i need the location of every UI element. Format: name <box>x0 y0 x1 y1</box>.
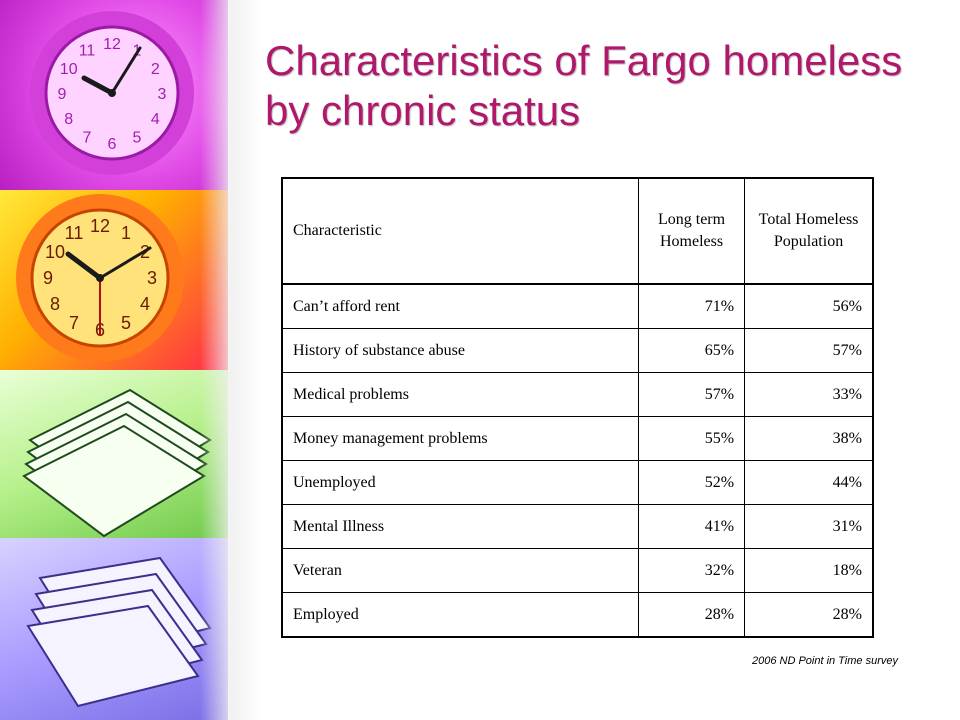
clock-numeral: 12 <box>103 36 121 53</box>
clock-numeral: 1 <box>121 223 131 243</box>
cell-total: 38% <box>744 416 874 461</box>
header-characteristic: Characteristic <box>281 177 639 285</box>
paper-stack-icon <box>26 556 212 708</box>
cell-characteristic: Veteran <box>281 548 639 593</box>
table-row: Can’t afford rent 71% 56% <box>281 283 874 329</box>
violet-papers-panel <box>0 538 228 720</box>
clock-numeral: 3 <box>158 86 167 103</box>
header-total: Total Homeless Population <box>744 177 874 285</box>
table-row: Veteran 32% 18% <box>281 548 874 593</box>
table-row: History of substance abuse 65% 57% <box>281 328 874 373</box>
clock-numeral: 4 <box>140 294 150 314</box>
cell-long-term: 28% <box>637 592 746 638</box>
cell-total: 28% <box>744 592 874 638</box>
clock-numeral: 7 <box>69 313 79 333</box>
cell-characteristic: Unemployed <box>281 460 639 505</box>
header-long-term: Long term Homeless <box>637 177 746 285</box>
cell-long-term: 32% <box>637 548 746 593</box>
cell-total: 18% <box>744 548 874 593</box>
cell-characteristic: Medical problems <box>281 372 639 417</box>
table-row: Employed 28% 28% <box>281 592 874 638</box>
table-header-row: Characteristic Long term Homeless Total … <box>281 177 874 285</box>
cell-total: 56% <box>744 283 874 329</box>
cell-total: 31% <box>744 504 874 549</box>
cell-long-term: 41% <box>637 504 746 549</box>
cell-characteristic: History of substance abuse <box>281 328 639 373</box>
cell-characteristic: Employed <box>281 592 639 638</box>
clock-icon: 121234567891011 <box>30 11 194 175</box>
clock-numeral: 9 <box>43 268 53 288</box>
magenta-clock-panel: 121234567891011 <box>0 0 228 190</box>
clock-numeral: 12 <box>90 216 110 236</box>
cell-long-term: 55% <box>637 416 746 461</box>
clock-numeral: 3 <box>147 268 157 288</box>
slide-title: Characteristics of Fargo homeless by chr… <box>265 37 903 134</box>
clock-icon: 121234567891011 <box>16 194 184 362</box>
clock-numeral: 5 <box>121 313 131 333</box>
clock-numeral: 10 <box>45 242 65 262</box>
decorative-image-strip: 121234567891011 121234567891011 <box>0 0 260 720</box>
yellow-clock-panel: 121234567891011 <box>0 190 228 370</box>
clock-numeral: 11 <box>65 223 84 243</box>
table-row: Medical problems 57% 33% <box>281 372 874 417</box>
table-row: Unemployed 52% 44% <box>281 460 874 505</box>
clock-numeral: 8 <box>64 111 73 128</box>
characteristics-table: Characteristic Long term Homeless Total … <box>281 177 874 638</box>
clock-numeral: 7 <box>83 129 92 146</box>
source-citation: 2006 ND Point in Time survey <box>751 655 898 667</box>
clock-numeral: 9 <box>58 86 67 103</box>
cell-characteristic: Mental Illness <box>281 504 639 549</box>
cell-total: 44% <box>744 460 874 505</box>
clock-numeral: 10 <box>60 61 78 78</box>
clock-numeral: 8 <box>50 294 60 314</box>
paper-stack-icon <box>22 388 212 538</box>
clock-numeral: 11 <box>79 43 96 60</box>
clock-numeral: 6 <box>108 136 117 153</box>
table-row: Mental Illness 41% 31% <box>281 504 874 549</box>
green-papers-panel <box>0 370 228 538</box>
cell-total: 57% <box>744 328 874 373</box>
clock-numeral: 2 <box>151 61 160 78</box>
strip-fade <box>200 0 260 720</box>
clock-numeral: 5 <box>133 129 142 146</box>
cell-long-term: 71% <box>637 283 746 329</box>
cell-long-term: 57% <box>637 372 746 417</box>
cell-characteristic: Money management problems <box>281 416 639 461</box>
cell-long-term: 52% <box>637 460 746 505</box>
cell-long-term: 65% <box>637 328 746 373</box>
table-row: Money management problems 55% 38% <box>281 416 874 461</box>
cell-characteristic: Can’t afford rent <box>281 283 639 329</box>
clock-numeral: 4 <box>151 111 160 128</box>
cell-total: 33% <box>744 372 874 417</box>
